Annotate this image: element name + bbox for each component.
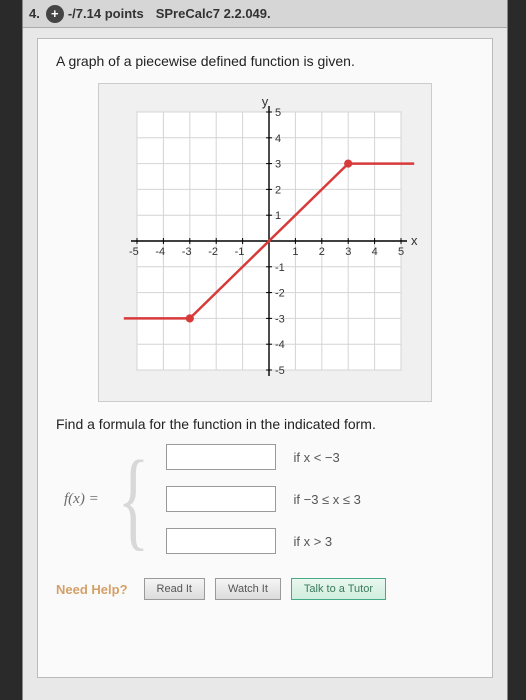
subprompt-text: Find a formula for the function in the i… xyxy=(56,416,474,432)
piece-row-2: if −3 ≤ x ≤ 3 xyxy=(166,486,361,512)
svg-text:5: 5 xyxy=(275,107,281,119)
svg-text:-3: -3 xyxy=(275,313,285,325)
answer-input-1[interactable] xyxy=(166,444,276,470)
answer-input-3[interactable] xyxy=(166,528,276,554)
piece-row-3: if x > 3 xyxy=(166,528,361,554)
svg-text:3: 3 xyxy=(345,246,351,258)
watch-it-button[interactable]: Watch It xyxy=(215,578,281,600)
svg-text:-1: -1 xyxy=(275,262,285,274)
svg-text:1: 1 xyxy=(292,246,298,258)
svg-text:-4: -4 xyxy=(275,339,285,351)
svg-text:-1: -1 xyxy=(235,246,245,258)
condition-3: if x > 3 xyxy=(294,534,333,549)
svg-text:-2: -2 xyxy=(208,246,218,258)
svg-text:-3: -3 xyxy=(182,246,192,258)
brace-icon: { xyxy=(117,458,149,541)
question-number: 4. xyxy=(29,6,40,21)
svg-text:-4: -4 xyxy=(155,246,165,258)
svg-text:4: 4 xyxy=(372,246,378,258)
pieces-column: if x < −3 if −3 ≤ x ≤ 3 if x > 3 xyxy=(166,444,361,554)
piecewise-form: f(x) = { if x < −3 if −3 ≤ x ≤ 3 if x > … xyxy=(64,444,474,554)
svg-text:5: 5 xyxy=(398,246,404,258)
svg-text:4: 4 xyxy=(275,133,281,145)
fx-label: f(x) = xyxy=(64,491,99,508)
help-row: Need Help? Read It Watch It Talk to a Tu… xyxy=(56,578,474,600)
condition-1: if x < −3 xyxy=(294,450,340,465)
svg-text:-5: -5 xyxy=(275,365,285,377)
page-frame: 4. + -/7.14 points SPreCalc7 2.2.049. A … xyxy=(22,0,508,700)
question-content: A graph of a piecewise defined function … xyxy=(37,38,493,678)
piece-row-1: if x < −3 xyxy=(166,444,361,470)
svg-text:-5: -5 xyxy=(129,246,139,258)
talk-to-tutor-button[interactable]: Talk to a Tutor xyxy=(291,578,386,600)
question-header: 4. + -/7.14 points SPreCalc7 2.2.049. xyxy=(23,0,507,28)
points-label: -/7.14 points xyxy=(68,6,144,21)
svg-text:1: 1 xyxy=(275,210,281,222)
svg-text:x: x xyxy=(411,233,418,248)
need-help-label: Need Help? xyxy=(56,582,128,597)
graph-box: -5-4-3-2-112345-5-4-3-2-112345xy xyxy=(98,83,432,402)
prompt-text: A graph of a piecewise defined function … xyxy=(56,53,474,69)
svg-text:2: 2 xyxy=(319,246,325,258)
reference-label: SPreCalc7 2.2.049. xyxy=(156,6,271,21)
svg-text:y: y xyxy=(262,94,269,109)
svg-text:2: 2 xyxy=(275,184,281,196)
piecewise-chart: -5-4-3-2-112345-5-4-3-2-112345xy xyxy=(105,90,425,390)
plus-icon[interactable]: + xyxy=(46,5,64,23)
svg-text:3: 3 xyxy=(275,159,281,171)
graph-container: -5-4-3-2-112345-5-4-3-2-112345xy xyxy=(56,83,474,402)
condition-2: if −3 ≤ x ≤ 3 xyxy=(294,492,361,507)
answer-input-2[interactable] xyxy=(166,486,276,512)
read-it-button[interactable]: Read It xyxy=(144,578,205,600)
svg-text:-2: -2 xyxy=(275,288,285,300)
